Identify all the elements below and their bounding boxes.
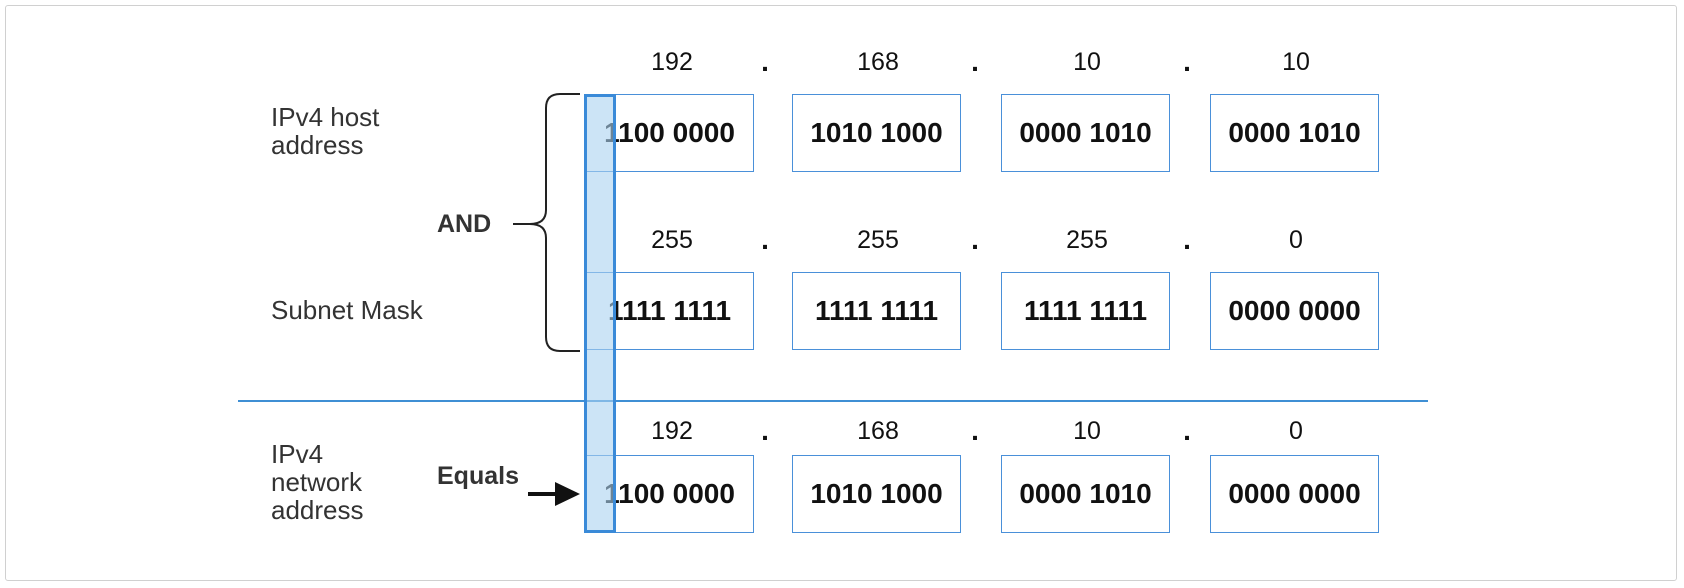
octet-binary-box: 0000 1010 [1210,94,1379,172]
octet-decimal: 10 [1073,417,1101,445]
octet-decimal: 255 [1066,226,1108,254]
octet-binary-box: 1010 1000 [792,94,961,172]
octet-binary: 1100 0000 [604,117,735,148]
octet-separator-dot: . [971,415,979,446]
octet-decimal: 10 [1282,48,1310,76]
octet-decimal: 10 [1073,48,1101,76]
diagram-frame [5,5,1677,581]
octet-separator-dot: . [1183,224,1191,255]
and-curly-brace [513,93,580,352]
subnet-mask-label: Subnet Mask [271,295,423,325]
octet-binary: 1111 1111 [1023,295,1148,326]
octet-binary-box: 0000 0000 [1210,272,1379,350]
octet-decimal: 192 [651,417,693,445]
octet-decimal: 255 [651,226,693,254]
octet-separator-dot: . [761,46,769,77]
result-divider [238,400,1428,402]
octet-binary: 0000 0000 [1228,478,1361,509]
octet-binary: 1100 0000 [604,478,735,509]
octet-binary: 0000 0000 [1228,295,1361,326]
octet-binary: 1010 1000 [810,478,943,509]
octet-binary: 0000 1010 [1228,117,1361,148]
octet-separator-dot: . [761,224,769,255]
octet-binary: 0000 1010 [1019,478,1152,509]
octet-decimal: 168 [857,48,899,76]
octet-separator-dot: . [761,415,769,446]
octet-separator-dot: . [1183,46,1191,77]
octet-binary-box: 0000 1010 [1001,455,1170,533]
octet-separator-dot: . [1183,415,1191,446]
octet-binary-box: 1111 1111 [792,272,961,350]
equals-operator-label: Equals [437,462,519,490]
octet-decimal: 168 [857,417,899,445]
octet-binary: 0000 1010 [1019,117,1152,148]
octet-decimal: 0 [1289,226,1303,254]
octet-binary: 1111 1111 [607,295,732,326]
octet-binary: 1111 1111 [814,295,939,326]
and-operator-label: AND [437,210,492,238]
octet-separator-dot: . [971,224,979,255]
octet-binary: 1010 1000 [810,117,943,148]
octet-decimal: 192 [651,48,693,76]
octet-binary-box: 1111 1111 [1001,272,1170,350]
first-bit-column-highlight [584,94,616,533]
octet-separator-dot: . [971,46,979,77]
network-address-label: IPv4 network address [271,439,364,525]
octet-decimal: 255 [857,226,899,254]
octet-decimal: 0 [1289,417,1303,445]
octet-binary-box: 0000 0000 [1210,455,1379,533]
host-address-label: IPv4 host address [271,102,380,160]
octet-binary-box: 0000 1010 [1001,94,1170,172]
octet-binary-box: 1010 1000 [792,455,961,533]
equals-arrow-icon [528,482,580,506]
